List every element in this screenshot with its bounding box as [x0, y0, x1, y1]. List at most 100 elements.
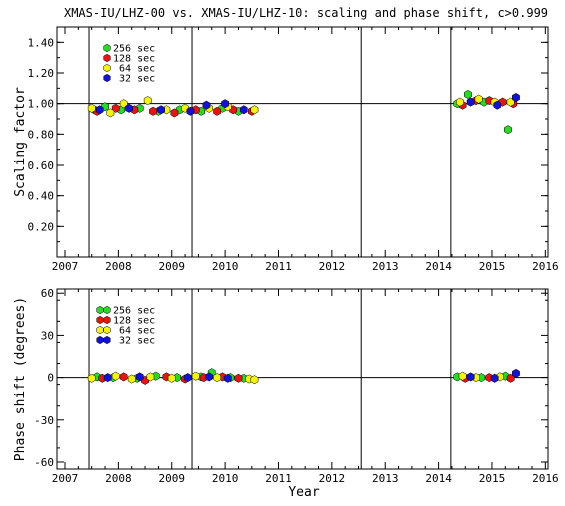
y-tick-label: 0.40	[28, 190, 55, 203]
legend-label: 32 sec	[113, 336, 155, 347]
chart-title: XMAS-IU/LHZ-00 vs. XMAS-IU/LHZ-10: scali…	[64, 6, 548, 20]
data-point	[111, 103, 120, 113]
x-tick-label: 2011	[265, 472, 292, 485]
data-point	[143, 96, 152, 106]
data-point	[157, 105, 165, 115]
data-point	[191, 371, 200, 381]
y-tick-label: -60	[34, 456, 54, 469]
data-point	[119, 99, 128, 109]
y-tick-label: 1.20	[28, 67, 55, 80]
legend-marker	[103, 43, 111, 53]
y-tick-label: 0.60	[28, 159, 55, 172]
legend-marker	[96, 305, 104, 315]
y-tick-label: 0	[47, 372, 54, 385]
x-tick-label: 2015	[479, 260, 506, 273]
x-tick-label: 2014	[425, 472, 452, 485]
data-point	[512, 368, 520, 378]
data-point	[512, 93, 520, 102]
data-point	[111, 371, 120, 381]
data-point	[119, 372, 128, 382]
data-point	[87, 373, 96, 383]
legend-marker	[103, 53, 111, 63]
plot-frame	[56, 26, 549, 258]
data-point	[135, 372, 144, 382]
x-tick-label: 2016	[532, 260, 559, 273]
data-point	[213, 106, 221, 116]
y-tick-label: 60	[41, 287, 54, 300]
data-point	[146, 372, 155, 382]
x-tick-label: 2012	[319, 260, 346, 273]
legend-label: 64 sec	[113, 64, 155, 75]
legend-marker	[103, 63, 111, 73]
legend-label: 128 sec	[113, 316, 155, 327]
y-tick-label: 1.00	[28, 98, 55, 111]
x-tick-label: 2012	[319, 472, 346, 485]
data-point	[87, 103, 96, 113]
x-tick-label: 2007	[52, 260, 79, 273]
legend-marker	[96, 315, 104, 325]
data-point	[504, 125, 512, 135]
x-tick-label: 2008	[105, 472, 132, 485]
x-tick-label: 2008	[105, 260, 132, 273]
legend-marker	[103, 335, 111, 345]
phase-shift-panel: 2007 2008 2009 2010 2011 2012 2013 2014 2015 2016…	[13, 287, 559, 485]
scaling-factor-panel: 2007 2008 2009 2010 2011 2012 2013 2014 2015 2016…	[13, 26, 559, 273]
data-point	[239, 105, 248, 115]
x-tick-label: 2010	[212, 260, 239, 273]
data-point	[490, 373, 499, 383]
data-point	[127, 374, 136, 384]
x-tick-label: 2013	[372, 260, 399, 273]
legend-label: 128 sec	[113, 54, 155, 65]
legend-marker	[103, 325, 111, 335]
data-point	[466, 97, 475, 107]
x-tick-label: 2009	[158, 472, 185, 485]
data-point	[213, 373, 221, 383]
y-axis-label: Scaling factor	[13, 87, 28, 197]
x-tick-label: 2007	[52, 472, 79, 485]
data-point	[466, 372, 475, 382]
legend-label: 256 sec	[113, 44, 155, 55]
x-tick-label: 2013	[372, 472, 399, 485]
y-axis-label: Phase shift (degrees)	[13, 297, 28, 461]
legend-marker	[103, 305, 111, 315]
y-tick-label: 0.80	[28, 128, 55, 141]
data-point	[103, 373, 112, 383]
data-point	[464, 90, 472, 99]
y-tick-label: 0.20	[28, 220, 55, 233]
data-point	[458, 371, 467, 381]
data-point	[106, 108, 115, 118]
x-tick-label: 2010	[212, 472, 239, 485]
x-axis-label: Year	[288, 485, 319, 500]
data-point	[186, 106, 195, 116]
data-point	[202, 100, 211, 110]
legend-label: 64 sec	[113, 326, 155, 337]
y-tick-label: -30	[34, 414, 54, 427]
plot-frame	[56, 288, 549, 470]
data-point	[493, 100, 502, 110]
x-tick-label: 2015	[479, 472, 506, 485]
legend-label: 256 sec	[113, 306, 155, 317]
x-tick-label: 2016	[532, 472, 559, 485]
x-tick-label: 2009	[158, 260, 185, 273]
legend-label: 32 sec	[113, 74, 155, 85]
data-point	[474, 94, 483, 104]
data-point	[221, 99, 230, 109]
y-tick-label: 30	[41, 329, 54, 342]
data-point	[95, 105, 104, 115]
data-point	[234, 373, 243, 383]
data-point	[250, 375, 259, 385]
data-point	[125, 103, 133, 113]
data-point	[250, 105, 259, 115]
legend-marker	[103, 315, 111, 325]
data-point	[183, 373, 192, 383]
legend-marker	[96, 335, 104, 345]
y-tick-label: 1.40	[28, 36, 55, 49]
x-tick-label: 2014	[425, 260, 452, 273]
data-point	[149, 106, 157, 116]
data-point	[167, 373, 176, 383]
data-point	[223, 373, 232, 383]
legend-marker	[103, 73, 111, 83]
data-point	[205, 372, 213, 382]
legend-marker	[96, 325, 104, 335]
